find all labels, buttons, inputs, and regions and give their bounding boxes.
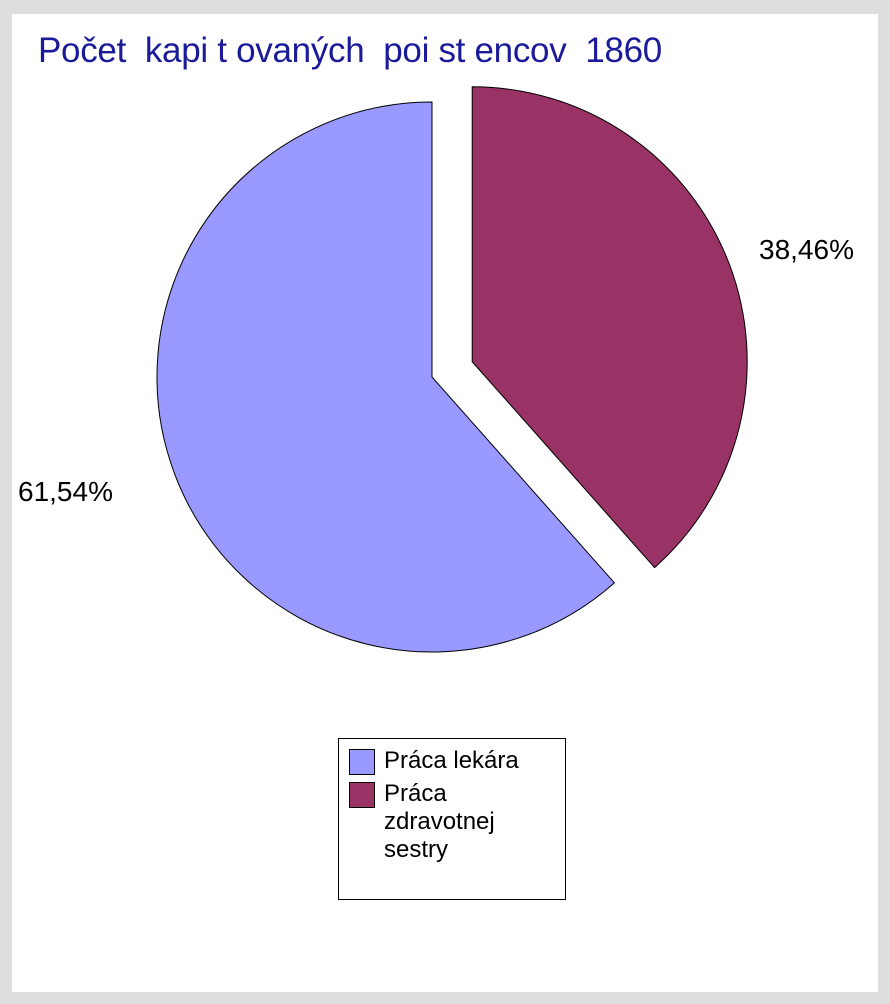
legend-label-prace-lekara: Práca lekára — [384, 747, 519, 774]
legend-label-prace-sestry: Práca zdravotnej sestry — [384, 780, 495, 863]
pie-slice-prace-lekara — [156, 101, 616, 653]
legend-swatch-prace-lekara — [349, 749, 375, 775]
legend-item-prace-sestry: Práca zdravotnej sestry — [349, 780, 557, 864]
chart-legend: Práca lekára Práca zdravotnej sestry — [338, 738, 566, 900]
legend-swatch-prace-sestry — [349, 782, 375, 808]
pie-slice-prace-sestry — [471, 86, 748, 569]
slice-label-prace-lekara: 61,54% — [18, 476, 113, 507]
chart-title: Počet kapi t ovaných poi st encov 1860 — [38, 31, 662, 70]
legend-item-prace-lekara: Práca lekára — [349, 747, 557, 775]
slice-label-prace-sestry: 38,46% — [759, 234, 854, 265]
